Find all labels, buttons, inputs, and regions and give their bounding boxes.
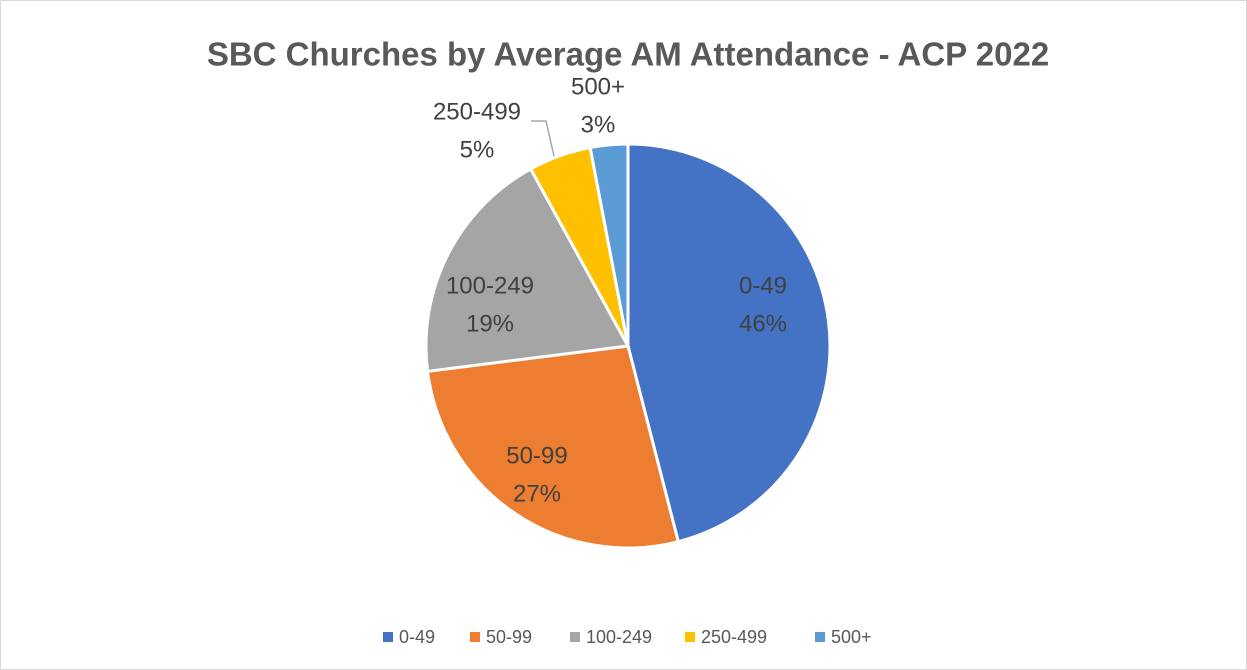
pie-slice bbox=[626, 142, 832, 544]
slice-value-label: 5% bbox=[460, 136, 495, 163]
slice-category-label: 100-249 bbox=[446, 272, 534, 299]
legend-swatch bbox=[470, 632, 480, 642]
legend-label: 250-499 bbox=[701, 627, 767, 647]
legend-swatch bbox=[570, 632, 580, 642]
slice-value-label: 3% bbox=[581, 111, 616, 138]
pie-slice bbox=[425, 344, 681, 550]
slice-category-label: 500+ bbox=[571, 73, 625, 100]
legend-label: 100-249 bbox=[586, 627, 652, 647]
legend-label: 0-49 bbox=[399, 627, 435, 647]
pie-slice bbox=[424, 166, 631, 373]
legend-label: 50-99 bbox=[486, 627, 532, 647]
slice-value-label: 27% bbox=[513, 480, 561, 507]
slice-category-label: 50-99 bbox=[506, 442, 567, 469]
legend-label: 500+ bbox=[831, 627, 872, 647]
slice-value-label: 46% bbox=[739, 310, 787, 337]
leader-line bbox=[531, 120, 557, 166]
legend-swatch bbox=[815, 632, 825, 642]
slice-category-label: 250-499 bbox=[433, 98, 521, 125]
legend-swatch bbox=[383, 632, 393, 642]
slice-value-label: 19% bbox=[466, 310, 514, 337]
pie-slice bbox=[588, 142, 630, 347]
slice-category-label: 0-49 bbox=[739, 272, 787, 299]
chart-title: SBC Churches by Average AM Attendance - … bbox=[207, 36, 1049, 73]
legend-swatch bbox=[685, 632, 695, 642]
